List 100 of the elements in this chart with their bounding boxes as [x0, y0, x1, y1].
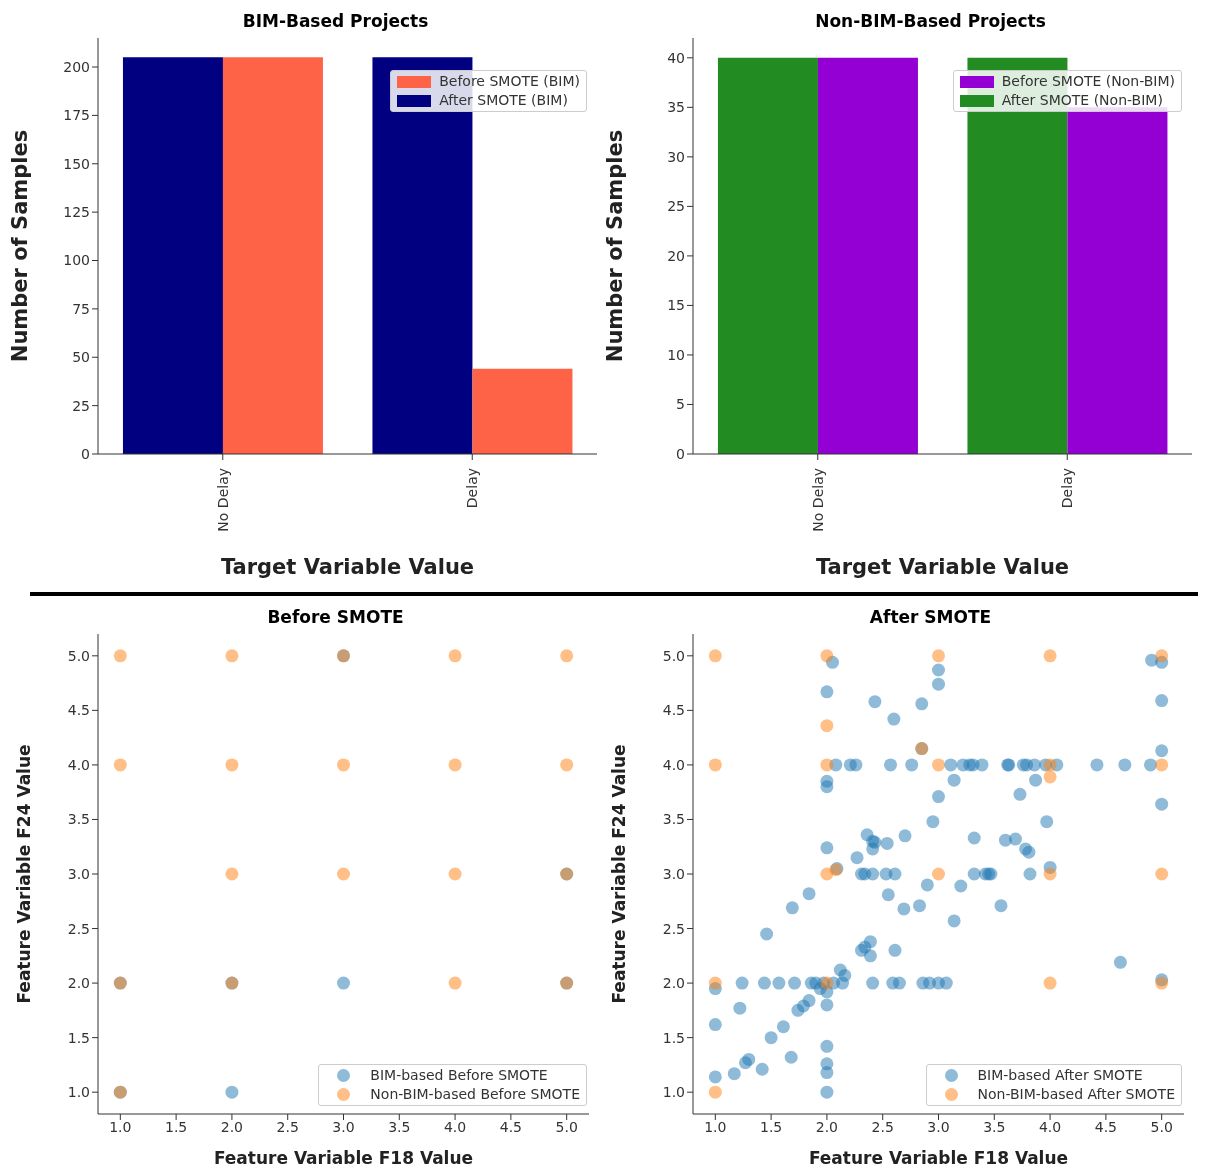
legend-label: After SMOTE (BIM) — [439, 91, 568, 110]
y-tick-label: 75 — [72, 300, 90, 317]
point — [448, 976, 462, 990]
point — [337, 867, 350, 881]
chart-title: After SMOTE — [868, 606, 993, 629]
y-tick-label: 30 — [667, 148, 685, 165]
point — [820, 758, 834, 772]
x-axis-title: Target Variable Value — [815, 555, 1070, 579]
point — [1043, 867, 1057, 881]
legend-label: BIM-based Before SMOTE — [370, 1066, 548, 1085]
legend-label: Non-BIM-based Before SMOTE — [370, 1085, 580, 1104]
y-tick-label: 20 — [667, 247, 685, 264]
point — [225, 867, 239, 881]
y-tick-label: 3.5 — [662, 811, 685, 828]
point — [820, 649, 834, 663]
y-tick-label: 4.0 — [662, 756, 685, 773]
point — [932, 867, 945, 881]
point — [1043, 758, 1057, 772]
point — [560, 649, 574, 663]
x-tick-label: 1.5 — [759, 1118, 783, 1135]
point — [225, 758, 239, 772]
point — [708, 758, 722, 772]
y-tick-label: 0 — [676, 445, 685, 462]
legend-label: BIM-based After SMOTE — [977, 1066, 1143, 1085]
point — [448, 867, 462, 881]
y-axis-title: Feature Variable F24 Value — [609, 744, 630, 1004]
point — [708, 649, 722, 663]
point — [1043, 770, 1057, 784]
y-tick-label: 1.5 — [662, 1029, 685, 1046]
point — [448, 649, 462, 663]
y-tick-label: 40 — [667, 49, 685, 66]
y-axis-title: Number of Samples — [603, 129, 628, 363]
point — [708, 1085, 722, 1099]
x-tick-label: 2.5 — [871, 1118, 894, 1135]
y-tick-label: 2.0 — [67, 975, 90, 992]
x-tick-label: 5.0 — [1150, 1118, 1173, 1135]
x-tick-label: Delay — [464, 468, 481, 509]
y-tick-label: 0 — [81, 445, 90, 462]
point — [448, 758, 462, 772]
y-axis-title: Feature Variable F24 Value — [14, 744, 35, 1004]
point — [1043, 976, 1057, 990]
y-tick-label: 35 — [667, 99, 685, 116]
point — [932, 758, 945, 772]
chart-title: Non-BIM-Based Projects — [814, 10, 1047, 33]
y-tick-label: 5.0 — [662, 647, 685, 664]
x-axis-title: Feature Variable F18 Value — [213, 1148, 474, 1168]
legend-label: After SMOTE (Non-BIM) — [1001, 91, 1163, 110]
point — [225, 1085, 239, 1099]
point — [337, 976, 350, 990]
x-tick-label: 2.0 — [220, 1118, 244, 1135]
y-tick-label: 1.0 — [67, 1084, 90, 1101]
y-tick-label: 1.0 — [662, 1084, 685, 1101]
x-tick-label: 4.0 — [1038, 1118, 1062, 1135]
x-axis-title: Target Variable Value — [220, 555, 475, 579]
y-tick-label: 3.0 — [67, 865, 90, 882]
y-tick-label: 4.5 — [67, 702, 90, 719]
point — [337, 758, 350, 772]
point — [1155, 758, 1169, 772]
chart-title: BIM-Based Projects — [241, 10, 430, 33]
y-tick-label: 125 — [63, 204, 90, 221]
x-tick-label: 4.5 — [1094, 1118, 1118, 1135]
x-tick-label: 2.0 — [815, 1118, 839, 1135]
y-tick-label: 175 — [63, 107, 90, 124]
point — [932, 649, 945, 663]
y-tick-label: 2.0 — [662, 975, 685, 992]
y-tick-label: 150 — [63, 155, 90, 172]
point — [560, 758, 574, 772]
point — [113, 758, 127, 772]
y-tick-label: 4.5 — [662, 702, 685, 719]
legend-label: Before SMOTE (BIM) — [439, 72, 580, 91]
x-tick-label: Delay — [1059, 468, 1076, 509]
x-tick-label: 4.0 — [443, 1118, 467, 1135]
x-tick-label: 5.0 — [555, 1118, 578, 1135]
y-tick-label: 5.0 — [67, 647, 90, 664]
point — [1155, 649, 1169, 663]
x-tick-label: 3.0 — [927, 1118, 950, 1135]
x-tick-label: 3.0 — [332, 1118, 355, 1135]
point — [1155, 867, 1169, 881]
y-tick-label: 4.0 — [67, 756, 90, 773]
point — [820, 719, 834, 733]
x-tick-label: 3.5 — [983, 1118, 1006, 1135]
x-tick-label: 1.5 — [164, 1118, 188, 1135]
y-axis-title: Number of Samples — [8, 129, 33, 363]
x-axis-title: Feature Variable F18 Value — [808, 1148, 1069, 1168]
x-tick-label: No Delay — [809, 468, 826, 532]
y-tick-label: 3.0 — [662, 865, 685, 882]
x-tick-label: 2.5 — [276, 1118, 299, 1135]
x-tick-label: 4.5 — [499, 1118, 523, 1135]
x-tick-label: 3.5 — [388, 1118, 411, 1135]
y-tick-label: 100 — [63, 252, 90, 269]
point — [708, 976, 722, 990]
chart-title: Before SMOTE — [266, 606, 405, 629]
legend-label: Non-BIM-based After SMOTE — [977, 1085, 1175, 1104]
y-tick-label: 25 — [72, 397, 90, 414]
y-tick-label: 3.5 — [67, 811, 90, 828]
y-tick-label: 200 — [63, 58, 90, 75]
point — [225, 649, 239, 663]
y-tick-label: 2.5 — [662, 920, 685, 937]
y-tick-label: 1.5 — [67, 1029, 90, 1046]
y-tick-label: 5 — [676, 396, 685, 413]
